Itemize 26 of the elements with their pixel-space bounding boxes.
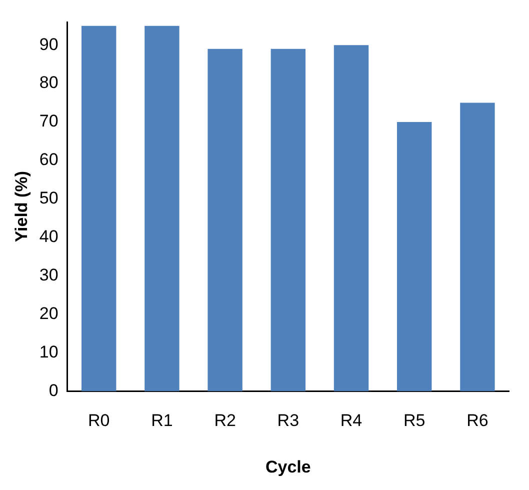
x-tick-label: R3 bbox=[277, 411, 300, 430]
y-tick-label: 80 bbox=[39, 73, 58, 92]
bar bbox=[144, 26, 180, 392]
bar bbox=[208, 48, 242, 392]
y-tick-label: 50 bbox=[39, 188, 58, 208]
y-tick-label: 10 bbox=[39, 342, 58, 362]
bar bbox=[334, 45, 369, 392]
y-axis-title: Yield (%) bbox=[12, 171, 31, 242]
x-tick-label: R0 bbox=[88, 411, 110, 430]
x-tick-label: R4 bbox=[340, 411, 362, 430]
y-tick-label: 40 bbox=[39, 227, 58, 246]
bar bbox=[270, 48, 306, 392]
y-tick-label: 30 bbox=[39, 266, 58, 285]
x-axis-title: Cycle bbox=[265, 457, 311, 476]
y-tick-label: 0 bbox=[48, 380, 58, 400]
bar bbox=[460, 102, 495, 392]
x-tick-label: R6 bbox=[466, 411, 488, 430]
y-tick-label: 70 bbox=[39, 112, 58, 131]
x-tick-label: R5 bbox=[403, 411, 426, 430]
x-tick-label: R2 bbox=[214, 411, 236, 430]
bar bbox=[82, 26, 116, 392]
y-tick-label: 20 bbox=[39, 304, 58, 323]
x-tick-label: R1 bbox=[151, 411, 173, 430]
bar bbox=[397, 122, 432, 392]
y-tick-label: 90 bbox=[39, 34, 58, 54]
y-tick-label: 60 bbox=[39, 150, 58, 170]
